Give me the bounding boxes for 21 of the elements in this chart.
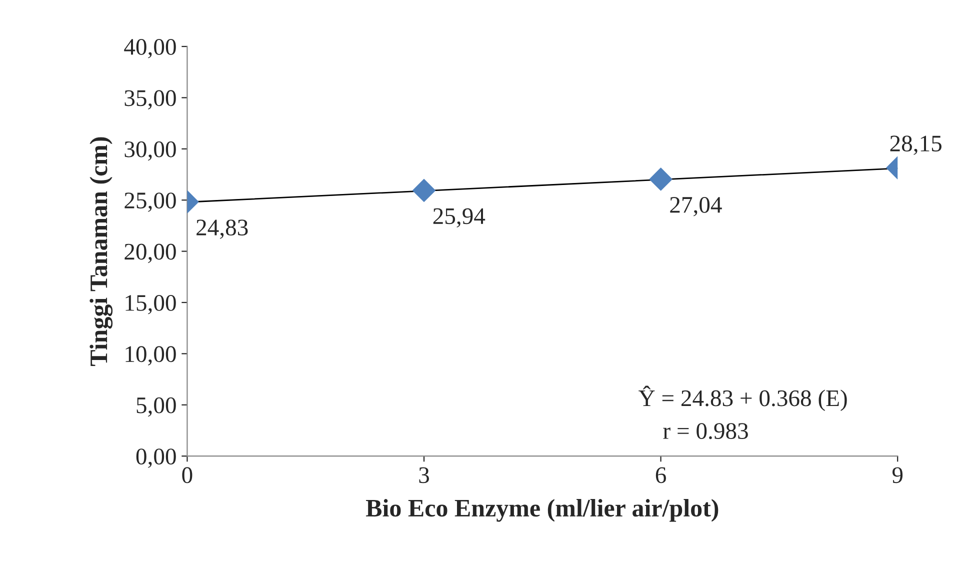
data-label: 27,04 bbox=[670, 196, 722, 216]
data-label: 25,94 bbox=[433, 208, 486, 228]
x-tick-label: 9 bbox=[892, 467, 903, 484]
y-tick-label: 15,00 bbox=[126, 294, 176, 314]
y-tick-label: 5,00 bbox=[136, 397, 176, 417]
annotation: r = 0.983 bbox=[663, 423, 748, 440]
x-axis-title: Bio Eco Enzyme (ml/lier air/plot) bbox=[366, 499, 718, 522]
y-tick-label: 40,00 bbox=[124, 38, 176, 58]
y-tick-label: 25,00 bbox=[124, 192, 176, 212]
x-tick-label: 0 bbox=[182, 467, 192, 484]
data-label: 24,83 bbox=[196, 220, 248, 239]
data-label: 28,15 bbox=[890, 136, 942, 155]
x-tick-label: 6 bbox=[656, 467, 666, 484]
x-tick-label: 3 bbox=[419, 467, 429, 484]
y-tick-label: 20,00 bbox=[124, 244, 176, 264]
y-tick-label: 0,00 bbox=[136, 448, 176, 468]
y-axis-title: Tinggi Tanaman (cm) bbox=[90, 137, 113, 366]
y-tick-label: 35,00 bbox=[124, 90, 176, 110]
y-tick-label: 10,00 bbox=[126, 346, 176, 366]
annotation: Ŷ = 24.83 + 0.368 (E) bbox=[638, 386, 847, 412]
y-tick-label: 30,00 bbox=[124, 141, 176, 161]
